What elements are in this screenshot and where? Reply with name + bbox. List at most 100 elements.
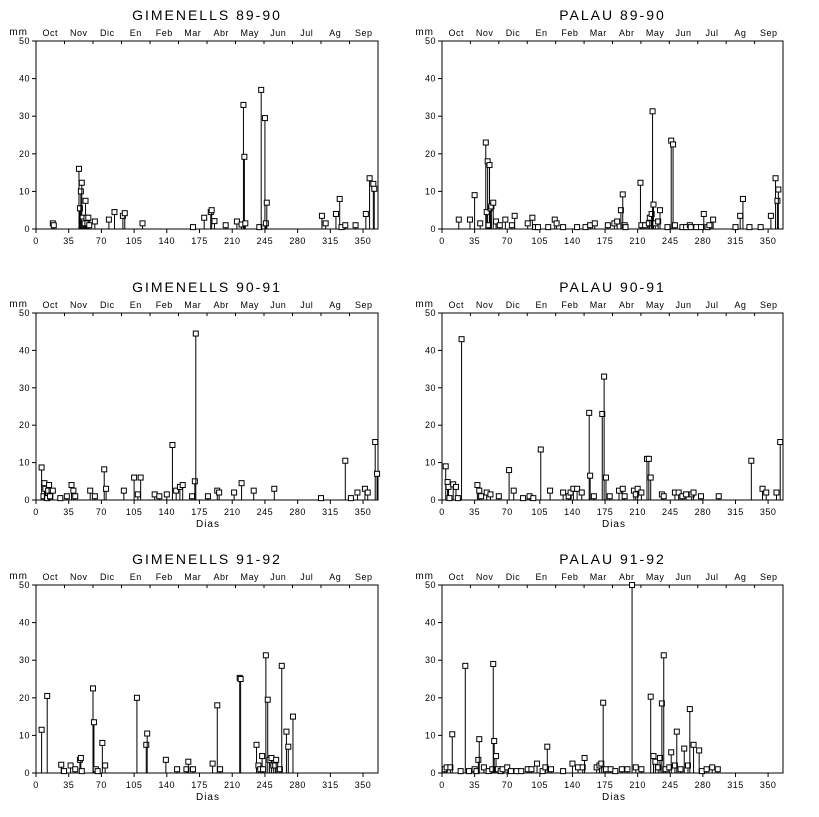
data-point: [684, 762, 691, 769]
data-point: [76, 205, 83, 212]
data-point: [496, 222, 503, 229]
data-point: [370, 180, 377, 187]
data-point: [590, 493, 597, 500]
data-point: [709, 764, 716, 771]
month-label: Feb: [561, 300, 578, 310]
month-label: En: [130, 300, 142, 310]
data-point: [553, 220, 560, 227]
data-point: [638, 766, 645, 773]
data-point: [706, 222, 713, 229]
data-point: [748, 457, 755, 464]
data-point: [560, 768, 567, 775]
chart-panel: PALAU 90-91 mm Oct Nov Dic En Feb Mar Abr May Jun J…: [415, 279, 784, 530]
data-point: [466, 216, 473, 223]
month-label: Oct: [448, 572, 464, 582]
data-point: [191, 478, 198, 485]
data-point: [192, 330, 199, 337]
x-tick-label: 210: [224, 236, 241, 246]
data-point: [677, 766, 684, 773]
data-point: [600, 699, 607, 706]
chart-title: GIMENELLS 90-91: [132, 279, 282, 295]
month-label: En: [535, 300, 547, 310]
y-tick-label: 10: [425, 730, 436, 740]
month-label: En: [535, 28, 547, 38]
data-point: [474, 482, 481, 489]
data-point: [163, 491, 170, 498]
month-label: Nov: [70, 300, 88, 310]
month-label: Dic: [506, 572, 521, 582]
data-point: [457, 768, 464, 775]
month-label: Nov: [476, 572, 494, 582]
data-point: [495, 493, 502, 500]
x-tick-label: 280: [289, 780, 306, 790]
data-point: [696, 747, 703, 754]
y-tick-label: 20: [19, 420, 30, 430]
data-point: [94, 768, 101, 775]
data-point: [78, 768, 85, 775]
x-tick-label: 210: [629, 507, 646, 517]
y-tick-label: 20: [425, 149, 436, 159]
data-point: [649, 108, 656, 115]
month-label: Oct: [42, 28, 58, 38]
y-axis-label: mm: [9, 299, 28, 310]
data-point: [666, 764, 673, 771]
data-point: [144, 730, 151, 737]
data-point: [63, 493, 70, 500]
data-point: [217, 766, 224, 773]
data-point: [58, 761, 65, 768]
data-point: [82, 197, 89, 204]
data-point: [599, 410, 606, 417]
y-tick-label: 30: [425, 655, 436, 665]
month-label: May: [646, 300, 665, 310]
month-label: Feb: [156, 572, 173, 582]
data-point: [638, 489, 645, 496]
y-tick-label: 40: [425, 74, 436, 84]
data-point: [775, 186, 782, 193]
month-label: Nov: [70, 572, 88, 582]
x-tick-label: 280: [695, 780, 712, 790]
data-point: [477, 220, 484, 227]
x-tick-label: 315: [322, 507, 339, 517]
y-tick-label: 40: [425, 618, 436, 628]
x-tick-label: 105: [126, 780, 143, 790]
month-label: Mar: [590, 300, 607, 310]
data-point: [134, 491, 141, 498]
x-tick-label: 35: [469, 236, 480, 246]
month-label: Abr: [619, 28, 635, 38]
month-label: En: [130, 28, 142, 38]
month-label: Sep: [760, 300, 778, 310]
y-axis-label: mm: [9, 571, 28, 582]
data-point: [458, 336, 465, 343]
x-tick-label: 210: [224, 780, 241, 790]
data-point: [703, 766, 710, 773]
data-point: [739, 195, 746, 202]
x-tick-label: 0: [439, 236, 445, 246]
data-point: [162, 756, 169, 763]
data-point: [454, 495, 461, 502]
month-label: Jun: [676, 28, 692, 38]
x-tick-label: 280: [289, 507, 306, 517]
data-point: [263, 199, 270, 206]
x-tick-label: 175: [191, 236, 208, 246]
month-label: Ag: [734, 572, 746, 582]
x-tick-label: 175: [597, 507, 614, 517]
data-point: [342, 457, 349, 464]
data-point: [574, 224, 581, 231]
x-axis-label: Dias: [602, 792, 626, 803]
data-point: [44, 692, 51, 699]
month-label: Jul: [705, 572, 718, 582]
x-tick-label: 245: [662, 236, 679, 246]
data-point: [683, 491, 690, 498]
data-point: [504, 764, 511, 771]
x-tick-label: 70: [502, 780, 513, 790]
data-point: [650, 753, 657, 760]
month-label: Nov: [476, 300, 494, 310]
data-point: [675, 489, 682, 496]
y-tick-label: 0: [430, 495, 436, 505]
data-point: [700, 210, 707, 217]
data-point: [285, 743, 292, 750]
chart-title: PALAU 90-91: [559, 279, 666, 295]
data-point: [757, 224, 764, 231]
data-point: [354, 489, 361, 496]
x-tick-label: 280: [289, 236, 306, 246]
